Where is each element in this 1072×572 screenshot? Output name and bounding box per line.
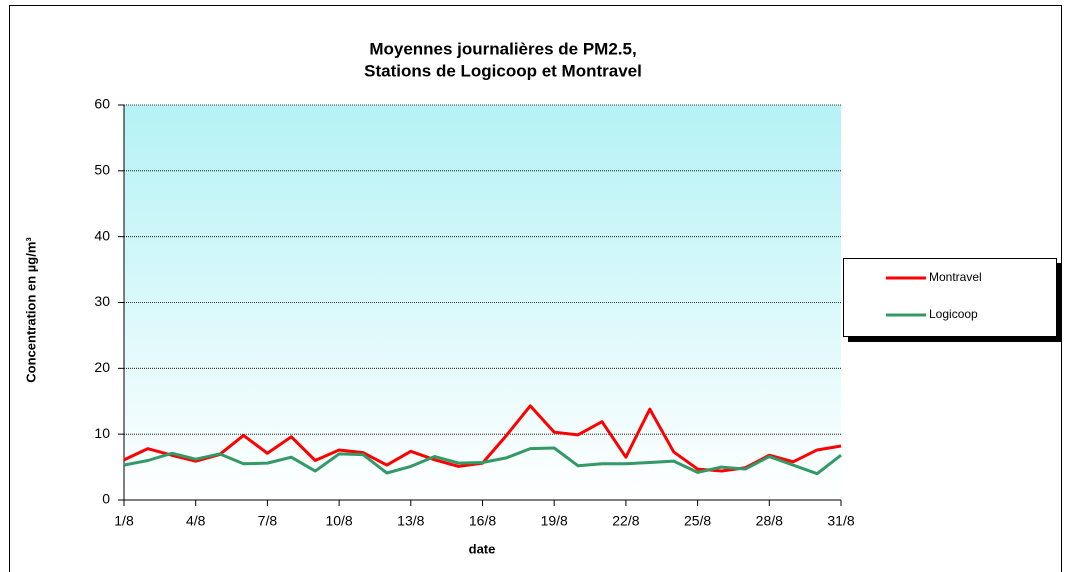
x-tick-label: 22/8 <box>612 513 639 529</box>
y-axis-title: Concentration en µg/m³ <box>23 237 38 383</box>
y-tick-label: 0 <box>102 491 110 507</box>
x-tick-label: 13/8 <box>397 513 424 529</box>
y-tick-label: 30 <box>94 293 110 309</box>
x-tick-label: 16/8 <box>469 513 496 529</box>
x-tick-label: 28/8 <box>756 513 783 529</box>
legend <box>843 258 1057 337</box>
y-tick-label: 50 <box>94 162 110 178</box>
x-tick-label: 1/8 <box>114 513 134 529</box>
legend-label: Logicoop <box>929 307 978 321</box>
y-tick-label: 10 <box>94 425 110 441</box>
y-tick-label: 40 <box>94 227 110 243</box>
x-tick-label: 31/8 <box>827 513 854 529</box>
chart-title: Stations de Logicoop et Montravel <box>364 61 642 80</box>
x-axis-title: date <box>469 541 496 556</box>
chart-title: Moyennes journalières de PM2.5, <box>369 39 636 58</box>
y-tick-label: 20 <box>94 359 110 375</box>
line-series <box>123 446 842 476</box>
x-tick-label: 10/8 <box>325 513 352 529</box>
x-tick-label: 4/8 <box>186 513 206 529</box>
legend-label: Montravel <box>929 270 982 284</box>
y-tick-label: 60 <box>94 96 110 112</box>
x-tick-label: 19/8 <box>541 513 568 529</box>
x-tick-label: 7/8 <box>258 513 278 529</box>
x-tick-label: 25/8 <box>684 513 711 529</box>
